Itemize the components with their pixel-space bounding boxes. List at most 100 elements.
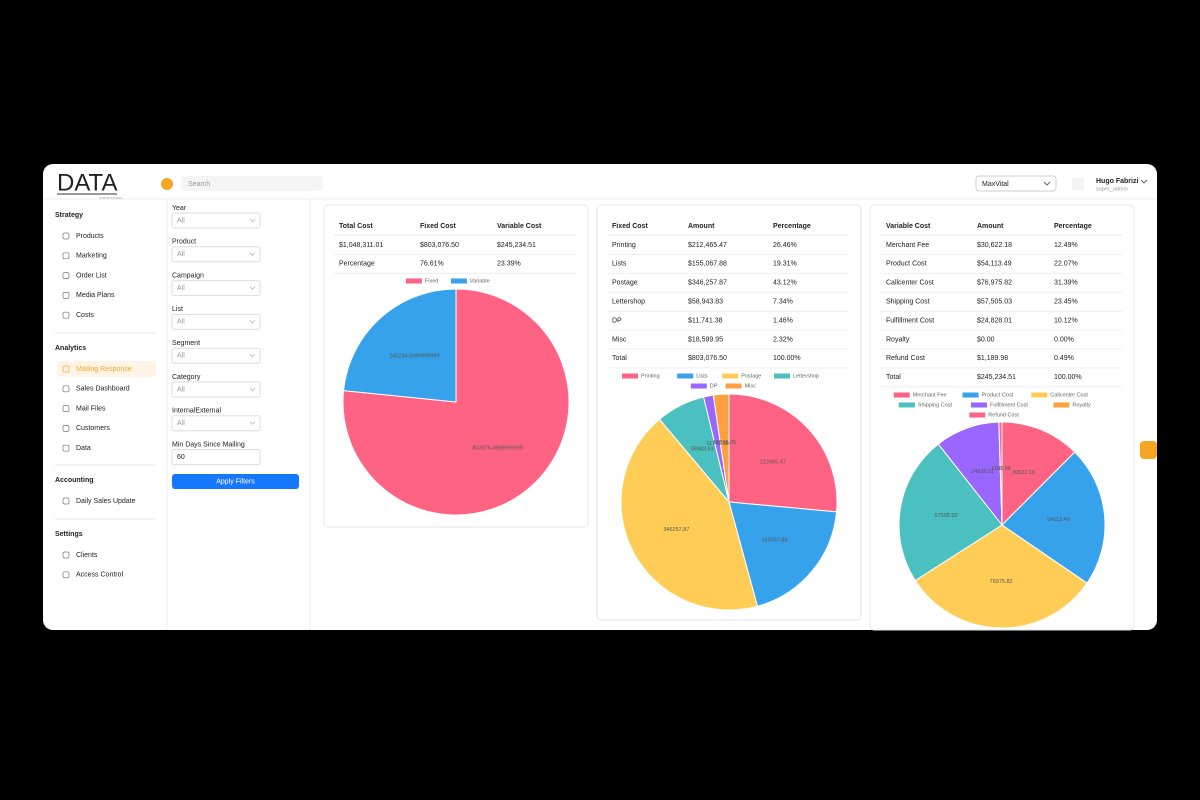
floating-button[interactable] — [1140, 441, 1157, 459]
legend-label[interactable]: Variable — [470, 278, 490, 284]
table-cell: Shipping Cost — [886, 299, 930, 306]
pie-slice[interactable] — [343, 288, 457, 403]
table-cell: 1.46% — [773, 317, 793, 324]
search-box[interactable] — [181, 176, 323, 191]
nav-item[interactable]: Clients — [76, 552, 98, 559]
table-header: Variable Cost — [886, 223, 931, 230]
legend-label[interactable]: Fixed — [425, 278, 438, 284]
legend-label[interactable]: Postage — [741, 373, 761, 379]
legend-label[interactable]: Fulfillment Cost — [990, 402, 1028, 408]
legend-label[interactable]: Royalty — [1072, 402, 1091, 408]
nav-item[interactable]: Sales Dashboard — [76, 386, 130, 393]
filter-input[interactable] — [171, 381, 261, 398]
filter-input[interactable] — [171, 280, 261, 297]
nav-item[interactable]: Costs — [76, 312, 94, 319]
nav-item[interactable]: Products — [76, 233, 104, 240]
nav-icon — [62, 405, 70, 412]
legend-label[interactable]: Callcenter Cost — [1050, 392, 1088, 398]
pie-slice[interactable] — [1001, 451, 1106, 584]
nav-icon — [62, 425, 70, 432]
table-cell: Percentage — [339, 261, 375, 268]
legend-label[interactable]: DP — [710, 383, 718, 389]
legend-label[interactable]: Lettershop — [793, 373, 819, 379]
table-cell: 43.12% — [773, 280, 797, 287]
table-cell: 26.46% — [773, 242, 797, 249]
nav-icon — [62, 252, 70, 260]
table-cell: $1,048,311.01 — [339, 242, 383, 249]
nav-item[interactable]: Customers — [76, 425, 110, 432]
table-cell: $24,828.01 — [977, 317, 1012, 324]
legend-swatch — [774, 373, 790, 379]
filter-value: All — [177, 217, 185, 224]
pie-slice[interactable] — [898, 443, 1003, 582]
apply-button[interactable] — [172, 474, 299, 489]
nav-icon — [62, 232, 70, 240]
table-cell: Total — [886, 374, 901, 381]
table-cell: $54,113.49 — [977, 261, 1012, 268]
pie-slice[interactable] — [712, 393, 730, 503]
nav-item[interactable]: Daily Sales Update — [76, 498, 136, 505]
legend-swatch — [971, 402, 987, 408]
table-header: Fixed Cost — [612, 223, 648, 230]
nav-item[interactable]: Mailing Response — [76, 366, 132, 373]
table-cell: Postage — [612, 280, 638, 287]
pie-slice[interactable] — [914, 524, 1088, 629]
table-cell: $212,465.47 — [688, 242, 727, 249]
nav-item[interactable]: Media Plans — [76, 292, 115, 299]
table-cell: Royalty — [886, 336, 910, 343]
filter-input[interactable] — [171, 449, 261, 466]
section-title: Analytics — [55, 345, 86, 352]
legend-label[interactable]: Misc — [745, 383, 757, 389]
content: Strategy Products Marketing Order List Media… — [55, 204, 1135, 631]
table-cell: 0.49% — [1054, 355, 1074, 362]
legend-swatch — [893, 392, 910, 398]
nav-icon — [62, 551, 70, 559]
nav-icon — [62, 272, 70, 279]
table-cell: $18,599.95 — [688, 336, 723, 343]
pie-slice[interactable] — [1001, 421, 1076, 527]
legend-label[interactable]: Lists — [696, 373, 708, 379]
legend-label[interactable]: Product Cost — [982, 392, 1014, 398]
filter-label: List — [172, 306, 183, 313]
slice-label: 155067.88 — [762, 538, 788, 544]
nav-icon — [62, 292, 70, 299]
menu-toggle[interactable] — [161, 178, 173, 190]
filter-input[interactable] — [171, 246, 261, 263]
nav-icon — [62, 365, 70, 373]
legend-label[interactable]: Shipping Cost — [918, 402, 953, 408]
filter-input[interactable] — [171, 212, 261, 229]
filter-input[interactable] — [171, 347, 261, 364]
pie-slice[interactable] — [620, 418, 759, 611]
nav-icon — [62, 385, 70, 393]
legend-label[interactable]: Merchant Fee — [913, 392, 947, 398]
nav-item[interactable]: Order List — [76, 272, 107, 279]
legend-label[interactable]: Printing — [641, 373, 660, 379]
pie-slice[interactable] — [998, 421, 1003, 526]
table-cell: Printing — [612, 242, 636, 249]
filter-caret — [249, 320, 256, 324]
table-cell: 10.12% — [1054, 317, 1078, 324]
legend-label[interactable]: Refund Cost — [988, 412, 1019, 418]
filter-input[interactable] — [171, 313, 261, 330]
pie-slice[interactable] — [728, 501, 838, 607]
fullscreen-button[interactable] — [1072, 178, 1084, 190]
active-item-bg — [57, 361, 156, 377]
nav-item[interactable]: Marketing — [76, 253, 107, 260]
nav-item[interactable]: Access Control — [76, 572, 124, 579]
slice-label: 245234.5099999999 — [389, 353, 439, 359]
table-cell: Lettershop — [612, 299, 645, 306]
table-header: Variable Cost — [497, 223, 542, 230]
filter-label: Product — [172, 239, 196, 246]
filter-label: InternalExternal — [172, 408, 221, 415]
legend-swatch — [898, 402, 915, 408]
table-cell: 2.32% — [773, 336, 793, 343]
filter-input[interactable] — [171, 415, 261, 432]
table-cell: Merchant Fee — [886, 242, 929, 249]
nav-item[interactable]: Data — [76, 445, 91, 452]
user-name[interactable]: Hugo Fabrizi — [1096, 178, 1138, 185]
table-cell: 22.07% — [1054, 261, 1078, 268]
nav-item[interactable]: Mail Files — [76, 405, 106, 412]
pie-slice[interactable] — [728, 393, 838, 513]
client-select[interactable] — [975, 175, 1057, 192]
